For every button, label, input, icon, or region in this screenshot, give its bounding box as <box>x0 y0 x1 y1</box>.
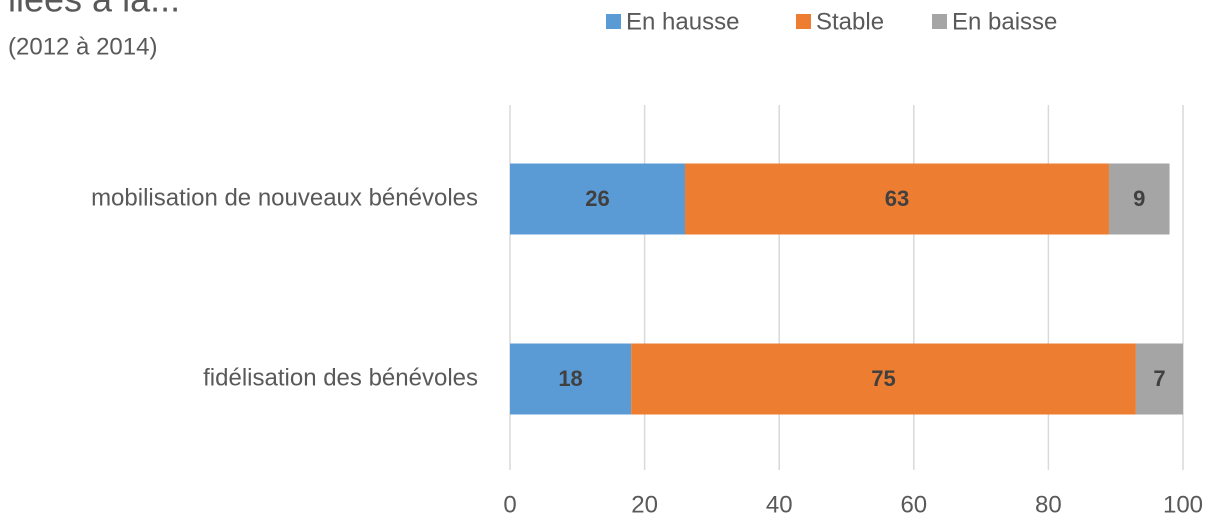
legend-label: Stable <box>816 8 884 35</box>
x-tick-label: 40 <box>766 491 793 518</box>
bar-segment <box>684 163 1109 235</box>
data-label: 75 <box>871 366 895 391</box>
y-tick-label: mobilisation de nouveaux bénévoles <box>91 184 478 211</box>
x-tick-label: 80 <box>1035 491 1062 518</box>
bar-segment <box>631 343 1136 415</box>
data-label: 18 <box>558 366 582 391</box>
y-tick-label: fidélisation des bénévoles <box>203 364 478 391</box>
x-tick-label: 0 <box>503 491 516 518</box>
legend-swatch <box>932 14 947 29</box>
legend-label: En baisse <box>952 8 1057 35</box>
x-tick-label: 60 <box>900 491 927 518</box>
data-label: 7 <box>1153 366 1165 391</box>
bar-segment <box>1108 163 1170 235</box>
data-label: 63 <box>885 186 909 211</box>
data-label: 26 <box>585 186 609 211</box>
chart-subtitle: (2012 à 2014) <box>8 33 157 60</box>
bar-segment <box>510 163 685 235</box>
x-tick-label: 100 <box>1163 491 1203 518</box>
legend-swatch <box>796 14 811 29</box>
bar-segment <box>1135 343 1183 415</box>
bar-segment <box>510 343 632 415</box>
legend-swatch <box>606 14 621 29</box>
data-label: 9 <box>1133 186 1145 211</box>
legend-label: En hausse <box>626 8 739 35</box>
x-tick-label: 20 <box>631 491 658 518</box>
chart-title: liées à la... <box>8 0 180 20</box>
